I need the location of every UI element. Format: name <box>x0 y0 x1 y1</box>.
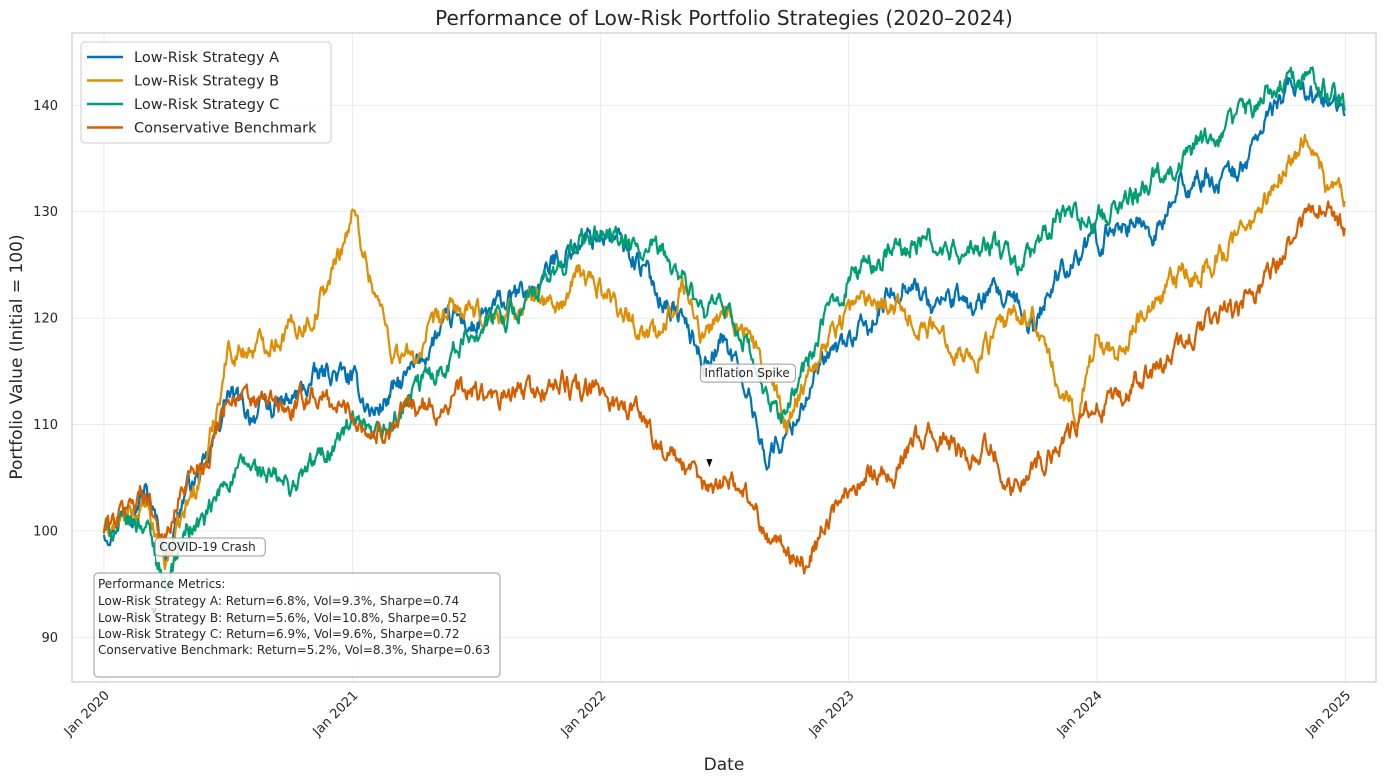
y-tick-label: 130 <box>33 205 58 220</box>
legend-label: Conservative Benchmark <box>134 121 317 137</box>
annotation-label: COVID-19 Crash <box>159 540 256 554</box>
y-tick-label: 120 <box>33 312 58 327</box>
series-lines <box>102 66 1346 593</box>
y-tick-label: 90 <box>41 631 58 646</box>
metrics-line-c: Low-Risk Strategy C: Return=6.9%, Vol=9.… <box>98 627 460 641</box>
annotations: COVID-19 Crash Inflation Spike <box>151 363 796 617</box>
series-line-low-risk-strategy-c <box>102 66 1346 593</box>
y-tick-label: 100 <box>33 524 58 539</box>
series-line-conservative-benchmark <box>102 200 1346 575</box>
metrics-box: Performance Metrics: Low-Risk Strategy A… <box>93 572 501 678</box>
x-axis-title: Date <box>704 755 745 775</box>
metrics-heading: Performance Metrics: <box>98 577 225 591</box>
grid-lines <box>72 33 1376 682</box>
metrics-line-benchmark: Conservative Benchmark: Return=5.2%, Vol… <box>98 643 490 657</box>
plot-frame <box>71 32 1377 683</box>
annotation-box <box>154 537 266 557</box>
legend: Low-Risk Strategy A Low-Risk Strategy B Lo… <box>80 41 332 144</box>
y-axis-title: Portfolio Value (Initial = 100) <box>7 234 27 479</box>
metrics-line-b: Low-Risk Strategy B: Return=5.6%, Vol=10… <box>98 611 467 625</box>
y-tick-label: 140 <box>33 99 58 114</box>
y-tick-label: 110 <box>33 418 58 433</box>
series-line-low-risk-strategy-a <box>102 76 1346 563</box>
metrics-box-frame <box>93 572 501 678</box>
legend-label: Low-Risk Strategy B <box>134 74 279 90</box>
metrics-line-a: Low-Risk Strategy A: Return=6.8%, Vol=9.… <box>98 594 459 608</box>
legend-box <box>80 41 332 144</box>
legend-label: Low-Risk Strategy A <box>134 50 279 66</box>
annotation-box <box>699 363 796 383</box>
annotation-arrowhead <box>706 459 713 468</box>
legend-label: Low-Risk Strategy C <box>134 97 279 113</box>
annotation-label: Inflation Spike <box>704 366 789 380</box>
chart-title: Performance of Low-Risk Portfolio Strate… <box>435 6 1013 30</box>
